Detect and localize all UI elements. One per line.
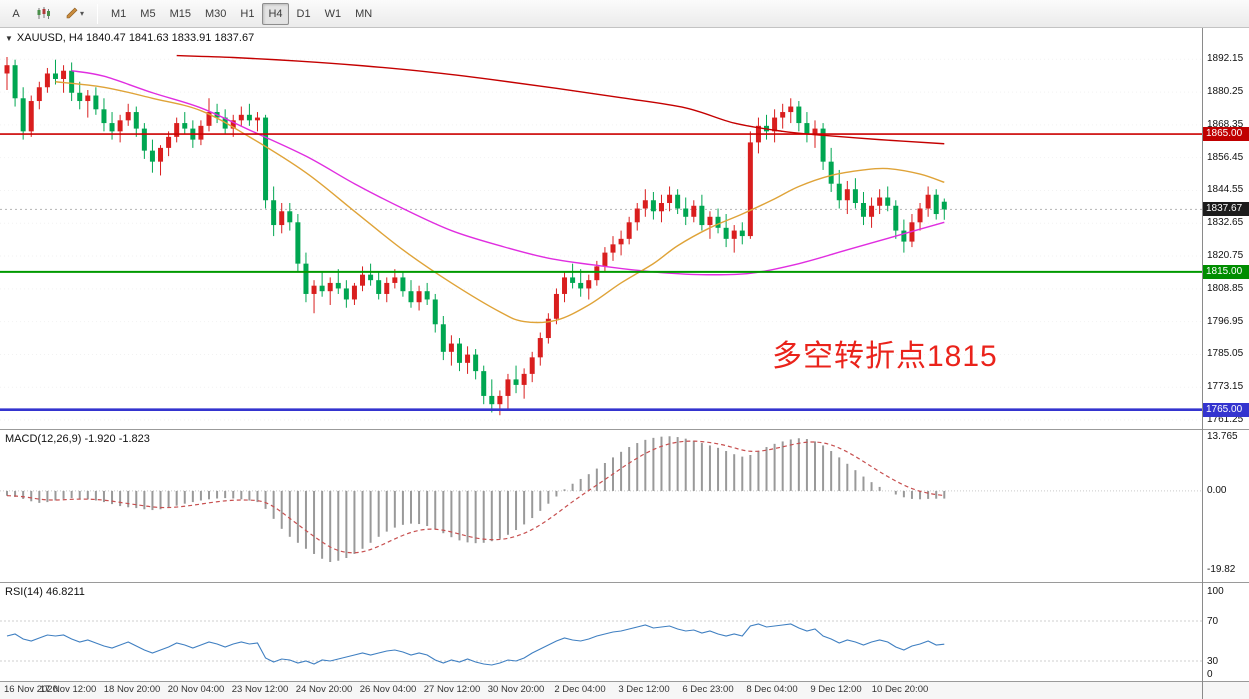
timeframe-button-m15[interactable]: M15 [164, 3, 197, 25]
timeframe-button-d1[interactable]: D1 [291, 3, 317, 25]
symbol-info: ▼ XAUUSD, H4 1840.47 1841.63 1833.91 183… [5, 32, 254, 44]
chart-workspace: ▼ XAUUSD, H4 1840.47 1841.63 1833.91 183… [0, 28, 1249, 699]
rsi-axis-label: 0 [1207, 669, 1213, 680]
timeframe-button-m1[interactable]: M1 [105, 3, 132, 25]
chart-panels: ▼ XAUUSD, H4 1840.47 1841.63 1833.91 183… [0, 28, 1202, 699]
time-axis[interactable]: 16 Nov 2020 17 Nov 12:00 18 Nov 20:00 20 No… [0, 682, 1202, 699]
chart-annotation-text[interactable]: 多空转折点1815 [772, 340, 998, 373]
macd-axis-label: -19.82 [1207, 564, 1236, 575]
rsi-label: RSI(14) 46.8211 [5, 586, 85, 598]
macd-axis-label: 0.00 [1207, 484, 1227, 496]
timeframe-button-w1[interactable]: W1 [319, 3, 348, 25]
time-axis-label: 10 Dec 20:00 [871, 684, 929, 695]
rsi-axis-label: 30 [1207, 656, 1219, 667]
symbol-info-text: XAUUSD, H4 1840.47 1841.63 1833.91 1837.… [16, 32, 255, 44]
dropdown-arrow-icon: ▾ [80, 9, 85, 18]
rsi-axis[interactable]: 100 70 30 0 [1203, 583, 1249, 682]
toolbar: A ▾ M1 M5 M15 M30 H1 H4 D1 W1 MN [0, 0, 1249, 28]
timeframe-buttons: M1 M5 M15 M30 H1 H4 D1 W1 MN [104, 2, 379, 25]
macd-panel: MACD(12,26,9) -1.920 -1.823 [0, 430, 1202, 583]
price-badge: 1837.67 [1203, 202, 1249, 217]
timeframe-button-m5[interactable]: M5 [134, 3, 161, 25]
price-axis-label: 1892.15 [1207, 53, 1244, 65]
rsi-panel: RSI(14) 46.8211 [0, 583, 1202, 682]
macd-chart[interactable] [0, 430, 1202, 582]
price-axis-label: 1868.35 [1207, 118, 1244, 130]
toolbar-separator [97, 3, 99, 24]
timeframe-button-m30[interactable]: M30 [199, 3, 232, 25]
rsi-axis-label: 100 [1207, 586, 1224, 597]
time-axis-label: 18 Nov 20:00 [103, 684, 161, 695]
price-axis[interactable]: 1892.15 1880.25 1868.35 1856.45 1844.55 1832.… [1203, 28, 1249, 430]
macd-axis[interactable]: 13.765 0.00 -19.82 [1203, 430, 1249, 583]
time-axis-label: 23 Nov 12:00 [231, 684, 289, 695]
price-badge: 1865.00 [1203, 127, 1249, 142]
price-axis-label: 1832.65 [1207, 217, 1244, 229]
timeframe-button-h1[interactable]: H1 [234, 3, 260, 25]
time-axis-label: 2 Dec 04:00 [554, 684, 606, 695]
price-axis-label: 1856.45 [1207, 151, 1244, 163]
objects-dropdown-button[interactable]: ▾ [59, 3, 90, 25]
timeframe-button-mn[interactable]: MN [349, 3, 378, 25]
time-axis-label: 26 Nov 04:00 [359, 684, 417, 695]
chart-marker-arrow-icon[interactable]: ▼ [5, 33, 13, 43]
price-badge: 1765.00 [1203, 402, 1249, 417]
time-axis-label: 17 Nov 12:00 [39, 684, 97, 695]
price-badge: 1815.00 [1203, 264, 1249, 279]
price-axis-label: 1785.05 [1207, 348, 1244, 360]
time-axis-label: 20 Nov 04:00 [167, 684, 225, 695]
price-axis-label: 1761.25 [1207, 414, 1244, 426]
price-axis-label: 1820.75 [1207, 250, 1244, 262]
price-axis-label: 1796.95 [1207, 315, 1244, 327]
candlestick-chart-icon [37, 7, 50, 19]
price-axis-label: 1808.85 [1207, 282, 1244, 294]
macd-label: MACD(12,26,9) -1.920 -1.823 [5, 433, 150, 445]
chart-type-button[interactable] [30, 3, 57, 25]
time-axis-label: 6 Dec 23:00 [682, 684, 734, 695]
main-chart-panel: ▼ XAUUSD, H4 1840.47 1841.63 1833.91 183… [0, 28, 1202, 430]
price-axis-label: 1773.15 [1207, 381, 1244, 393]
rsi-axis-label: 70 [1207, 616, 1219, 627]
time-axis-label: 24 Nov 20:00 [295, 684, 353, 695]
time-axis-label: 27 Nov 12:00 [423, 684, 481, 695]
timeframe-button-h4[interactable]: H4 [262, 2, 289, 25]
rsi-chart[interactable] [0, 583, 1202, 681]
candlestick-chart[interactable] [0, 28, 1202, 429]
price-axis-label: 1844.55 [1207, 184, 1244, 196]
time-axis-label: 30 Nov 20:00 [487, 684, 545, 695]
text-tool-button[interactable]: A [4, 3, 28, 25]
price-axis-label: 1880.25 [1207, 86, 1244, 98]
time-axis-label: 3 Dec 12:00 [618, 684, 670, 695]
macd-axis-label: 13.765 [1207, 431, 1238, 442]
axis-corner [1203, 682, 1249, 699]
time-axis-label: 8 Dec 04:00 [746, 684, 798, 695]
right-axis-column: 1892.15 1880.25 1868.35 1856.45 1844.55 1832.… [1202, 28, 1249, 699]
time-axis-label: 9 Dec 12:00 [810, 684, 862, 695]
pencil-icon [66, 7, 78, 19]
time-axis-label: 16 Nov 2020 [4, 684, 58, 695]
